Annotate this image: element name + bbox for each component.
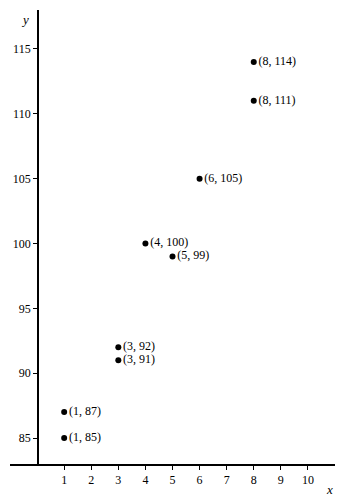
svg-text:(5, 99): (5, 99) xyxy=(177,248,209,262)
svg-text:(3, 91): (3, 91) xyxy=(123,352,155,366)
svg-text:(1, 87): (1, 87) xyxy=(69,404,101,418)
svg-text:7: 7 xyxy=(224,473,230,487)
svg-text:y: y xyxy=(21,12,29,27)
svg-text:3: 3 xyxy=(115,473,121,487)
svg-text:5: 5 xyxy=(170,473,176,487)
svg-text:110: 110 xyxy=(13,107,31,121)
svg-text:90: 90 xyxy=(19,366,31,380)
svg-text:6: 6 xyxy=(197,473,203,487)
svg-text:(8, 114): (8, 114) xyxy=(259,54,297,68)
svg-text:1: 1 xyxy=(61,473,67,487)
svg-text:(4, 100): (4, 100) xyxy=(150,235,188,249)
svg-text:85: 85 xyxy=(19,431,31,445)
svg-text:8: 8 xyxy=(251,473,257,487)
svg-text:95: 95 xyxy=(19,302,31,316)
svg-text:9: 9 xyxy=(278,473,284,487)
svg-text:(6, 105): (6, 105) xyxy=(204,171,242,185)
svg-text:(3, 92): (3, 92) xyxy=(123,339,155,353)
svg-text:115: 115 xyxy=(13,42,31,56)
svg-text:100: 100 xyxy=(13,237,31,251)
svg-text:x: x xyxy=(326,482,333,496)
svg-text:4: 4 xyxy=(142,473,148,487)
svg-text:(1, 85): (1, 85) xyxy=(69,430,101,444)
svg-text:105: 105 xyxy=(13,172,31,186)
svg-text:10: 10 xyxy=(302,473,314,487)
svg-text:(8, 111): (8, 111) xyxy=(259,93,296,107)
svg-text:2: 2 xyxy=(88,473,94,487)
